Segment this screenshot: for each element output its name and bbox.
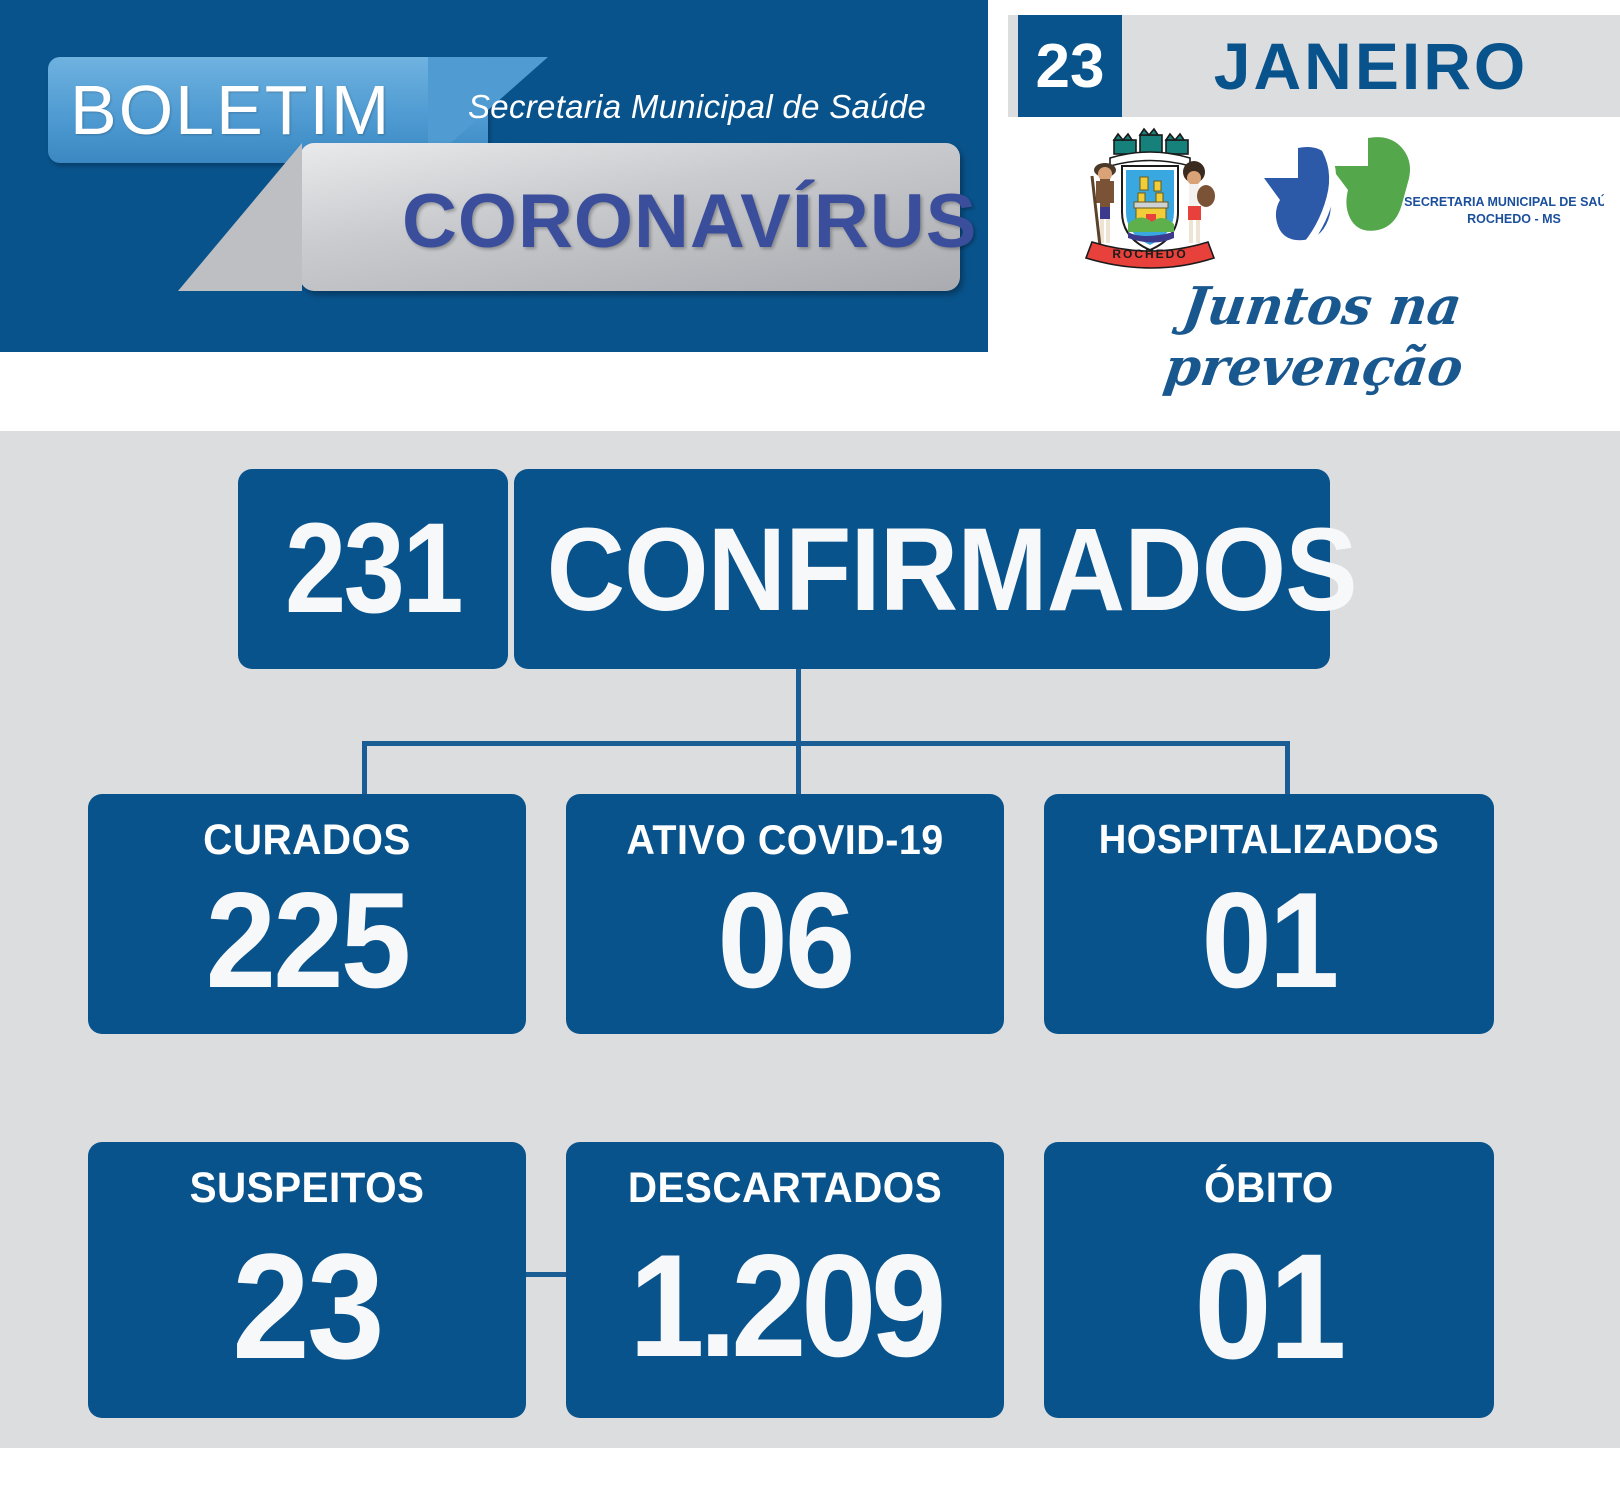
connector-drop-right [1285,741,1290,797]
stat-card-descartados: DESCARTADOS 1.209 [566,1142,1004,1418]
descartados-label: DESCARTADOS [627,1164,943,1212]
boletim-title: BOLETIM [70,71,392,149]
obito-value: 01 [1194,1222,1346,1390]
stat-card-confirmados-label: CONFIRMADOS [514,469,1358,669]
ativo-covid-label: ATIVO COVID-19 [626,816,944,863]
header-right-column: 23 JANEIRO [1008,0,1620,412]
suspeitos-label: SUSPEITOS [189,1164,425,1212]
curados-label: CURADOS [203,816,411,864]
connector-suspeitos-descartados [526,1272,570,1277]
date-day: 23 [1018,15,1122,117]
date-month: JANEIRO [1213,29,1529,103]
logo-row: ROCHEDO SECRETARIA MUNICIPAL DE SAÚDE RO… [1008,122,1620,272]
svg-text:ROCHEDO: ROCHEDO [1112,247,1187,261]
coronavirus-tab-shape [178,143,960,291]
hospitalizados-value: 01 [1201,864,1339,1016]
svg-text:SECRETARIA MUNICIPAL DE SAÚDE: SECRETARIA MUNICIPAL DE SAÚDE [1404,194,1604,209]
confirmados-value: 231 [285,497,464,640]
stat-card-curados: CURADOS 225 [88,794,526,1034]
stat-card-hospitalizados: HOSPITALIZADOS 01 [1044,794,1494,1034]
confirmados-label: CONFIRMADOS [546,504,1358,636]
suspeitos-value: 23 [232,1222,384,1390]
coronavirus-title: CORONAVÍRUS [402,179,978,264]
connector-drop-left [362,741,367,797]
ativo-covid-value: 06 [717,864,855,1016]
connector-bar [362,741,1290,746]
obito-label: ÓBITO [1204,1164,1334,1212]
coat-of-arms-icon: ROCHEDO [1084,127,1216,269]
stat-card-ativo-covid: ATIVO COVID-19 06 [566,794,1004,1034]
health-department-logo-icon: SECRETARIA MUNICIPAL DE SAÚDE ROCHEDO - … [1264,137,1604,253]
connector-drop-center [796,741,801,797]
descartados-value: 1.209 [629,1224,946,1387]
slogan-text: Juntos na prevenção [1160,276,1467,398]
header-banner: BOLETIM Secretaria Municipal de Saúde CO… [0,0,988,352]
connector-stem [796,669,801,745]
header-subtitle: Secretaria Municipal de Saúde [468,88,927,125]
stat-card-suspeitos: SUSPEITOS 23 [88,1142,526,1418]
svg-text:ROCHEDO - MS: ROCHEDO - MS [1467,212,1561,226]
hospitalizados-label: HOSPITALIZADOS [1098,816,1440,862]
stat-card-obito: ÓBITO 01 [1044,1142,1494,1418]
curados-value: 225 [205,864,411,1016]
stat-card-confirmados-number: 231 [238,469,508,669]
